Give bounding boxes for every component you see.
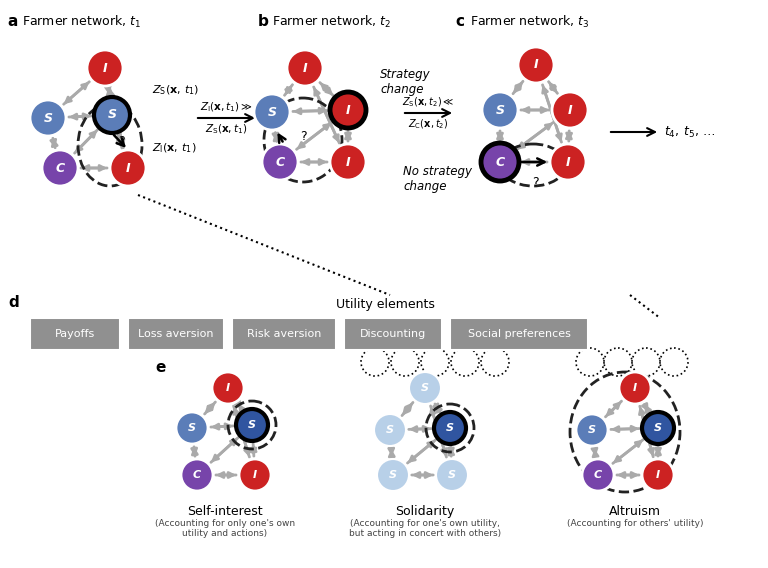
Text: $Z_\mathrm{S}(\mathbf{x},t_2) \ll$: $Z_\mathrm{S}(\mathbf{x},t_2) \ll$ — [402, 95, 455, 109]
Text: (Accounting for only one's own: (Accounting for only one's own — [155, 519, 295, 528]
Text: Farmer network, $t_3$: Farmer network, $t_3$ — [470, 14, 590, 30]
Text: I: I — [126, 161, 131, 174]
Text: Loss aversion: Loss aversion — [138, 329, 214, 339]
Text: S: S — [44, 111, 52, 124]
Text: a: a — [7, 14, 18, 29]
Circle shape — [254, 94, 290, 130]
Text: S: S — [389, 470, 397, 480]
Circle shape — [518, 47, 554, 83]
Text: $Z_\mathrm{I}(\mathbf{x},\,t_1)$: $Z_\mathrm{I}(\mathbf{x},\,t_1)$ — [152, 141, 197, 155]
Circle shape — [176, 412, 208, 444]
Text: $t_4,\,t_5,\,\ldots$: $t_4,\,t_5,\,\ldots$ — [664, 124, 716, 140]
Circle shape — [409, 372, 441, 404]
Text: Farmer network, $t_2$: Farmer network, $t_2$ — [272, 14, 391, 30]
Text: c: c — [455, 14, 464, 29]
Circle shape — [87, 50, 123, 86]
Circle shape — [642, 412, 674, 444]
Text: S: S — [188, 423, 196, 433]
Text: $Z_\mathrm{S}(\mathbf{x},t_1)$: $Z_\mathrm{S}(\mathbf{x},t_1)$ — [205, 122, 248, 136]
Text: S: S — [108, 108, 117, 122]
Text: I: I — [346, 103, 350, 116]
Text: Utility elements: Utility elements — [336, 298, 435, 311]
Text: I: I — [226, 383, 230, 393]
Text: I: I — [633, 383, 637, 393]
Circle shape — [377, 459, 409, 491]
Text: S: S — [248, 420, 256, 430]
Text: b: b — [258, 14, 269, 29]
Circle shape — [436, 459, 468, 491]
Text: C: C — [193, 470, 201, 480]
Circle shape — [552, 92, 588, 128]
Text: I: I — [566, 156, 571, 169]
Text: but acting in concert with others): but acting in concert with others) — [349, 529, 501, 538]
Circle shape — [212, 372, 244, 404]
Circle shape — [94, 97, 130, 133]
Text: I: I — [303, 61, 307, 74]
FancyBboxPatch shape — [232, 318, 336, 350]
Circle shape — [642, 459, 674, 491]
Circle shape — [42, 150, 78, 186]
Text: S: S — [588, 425, 596, 435]
Text: C: C — [594, 470, 602, 480]
Text: S: S — [495, 103, 505, 116]
Text: Strategy
change: Strategy change — [380, 68, 431, 96]
Text: S: S — [448, 470, 456, 480]
FancyBboxPatch shape — [344, 318, 442, 350]
Circle shape — [30, 100, 66, 136]
Text: ?: ? — [118, 135, 124, 148]
Text: $Z_\mathrm{I}(\mathbf{x},t_1) \gg$: $Z_\mathrm{I}(\mathbf{x},t_1) \gg$ — [200, 101, 253, 114]
Text: I: I — [346, 156, 350, 169]
Text: I: I — [534, 59, 538, 72]
Circle shape — [239, 459, 271, 491]
Circle shape — [110, 150, 146, 186]
Text: ?: ? — [531, 176, 538, 189]
Text: S: S — [421, 383, 429, 393]
Text: I: I — [253, 470, 257, 480]
Text: C: C — [55, 161, 65, 174]
Circle shape — [330, 144, 366, 180]
Circle shape — [481, 143, 519, 181]
Text: (Accounting for others' utility): (Accounting for others' utility) — [567, 519, 703, 528]
Text: (Accounting for one's own utility,: (Accounting for one's own utility, — [350, 519, 500, 528]
Text: S: S — [267, 106, 276, 119]
Text: I: I — [103, 61, 108, 74]
Circle shape — [374, 414, 406, 446]
Text: Social preferences: Social preferences — [468, 329, 571, 339]
Text: e: e — [155, 360, 165, 375]
Circle shape — [262, 144, 298, 180]
Circle shape — [550, 144, 586, 180]
Text: C: C — [276, 156, 285, 169]
Text: I: I — [568, 103, 572, 116]
FancyBboxPatch shape — [450, 318, 588, 350]
Text: Farmer network, $t_1$: Farmer network, $t_1$ — [22, 14, 141, 30]
Text: Payoffs: Payoffs — [55, 329, 95, 339]
Text: ?: ? — [300, 131, 306, 144]
Circle shape — [482, 92, 518, 128]
Text: C: C — [495, 156, 505, 169]
Text: S: S — [446, 423, 454, 433]
Text: $Z_\mathrm{C}(\mathbf{x},t_2)$: $Z_\mathrm{C}(\mathbf{x},t_2)$ — [409, 117, 449, 131]
Text: S: S — [654, 423, 662, 433]
FancyBboxPatch shape — [30, 318, 120, 350]
Circle shape — [619, 372, 651, 404]
Circle shape — [236, 409, 268, 441]
Text: d: d — [8, 295, 18, 310]
Text: $Z_\mathrm{S}(\mathbf{x},\,t_1)$: $Z_\mathrm{S}(\mathbf{x},\,t_1)$ — [152, 83, 199, 97]
Text: I: I — [656, 470, 660, 480]
Text: Altruism: Altruism — [609, 505, 661, 518]
Text: Self-interest: Self-interest — [187, 505, 263, 518]
Circle shape — [434, 412, 466, 444]
Circle shape — [330, 92, 366, 128]
Text: S: S — [386, 425, 394, 435]
Text: utility and actions): utility and actions) — [183, 529, 267, 538]
Circle shape — [287, 50, 323, 86]
Text: Risk aversion: Risk aversion — [247, 329, 321, 339]
Circle shape — [181, 459, 213, 491]
Circle shape — [576, 414, 608, 446]
Text: Solidarity: Solidarity — [396, 505, 455, 518]
Circle shape — [582, 459, 614, 491]
Text: No strategy
change: No strategy change — [403, 165, 472, 193]
Text: Discounting: Discounting — [360, 329, 426, 339]
FancyBboxPatch shape — [128, 318, 224, 350]
